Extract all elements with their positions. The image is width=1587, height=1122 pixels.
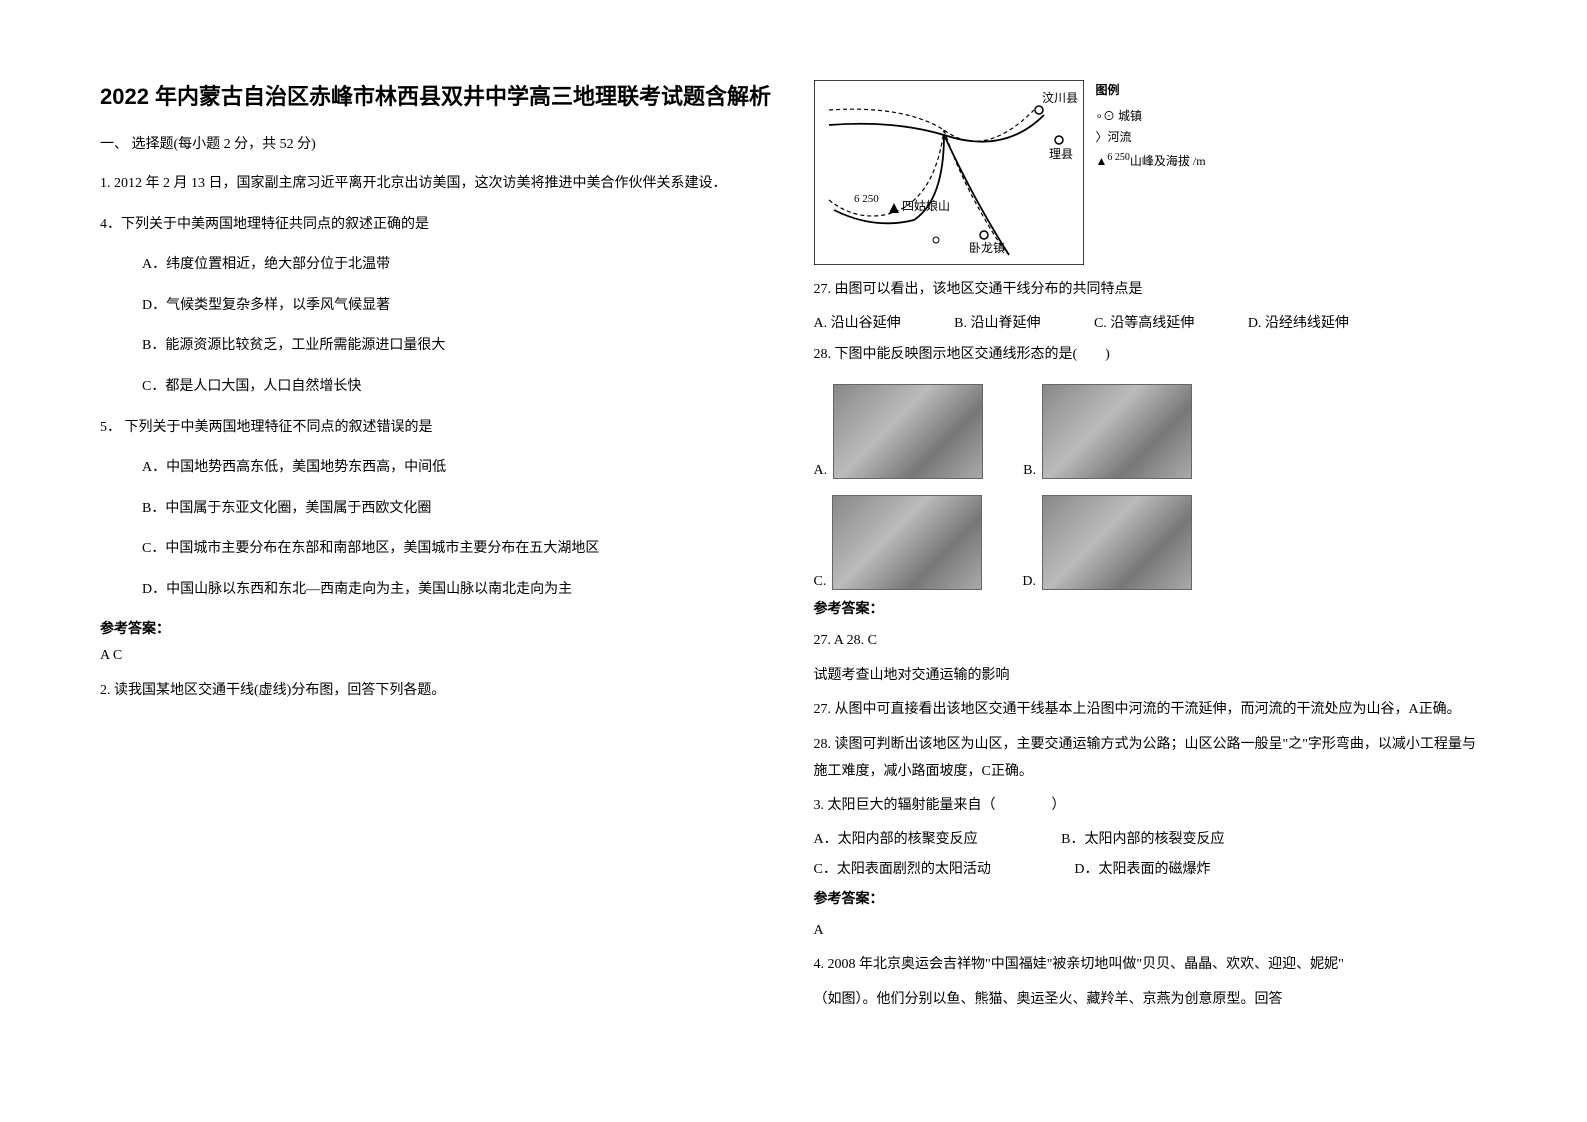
img-cell-c: C. (814, 495, 983, 590)
q3-options-ab: A．太阳内部的核聚变反应 B．太阳内部的核裂变反应 (814, 828, 1488, 848)
q5-option-b: B．中国属于东亚文化圈，美国属于西欧文化圈 (142, 496, 774, 523)
q28-stem: 28. 下图中能反映图示地区交通线形态的是( ) (814, 342, 1488, 369)
img-cell-a: A. (814, 384, 984, 479)
answer-3: A (814, 918, 1488, 945)
legend-town: ∘⊙ 城镇 (1096, 106, 1206, 128)
img-label-c: C. (814, 574, 827, 590)
answer-label-45: 参考答案： (100, 618, 774, 638)
answer-2728: 27. A 28. C (814, 628, 1488, 655)
map-svg: 汶川县 理县 6 250 四姑娘山 卧龙镇 (814, 80, 1084, 265)
q4b-intro1: 4. 2008 年北京奥运会吉祥物"中国福娃"被亲切地叫做"贝贝、晶晶、欢欢、迎… (814, 952, 1488, 979)
document-title: 2022 年内蒙古自治区赤峰市林西县双井中学高三地理联考试题含解析 (100, 80, 774, 113)
img-row-cd: C. D. (814, 495, 1488, 590)
q4-option-b: B．能源资源比较贫乏，工业所需能源进口量很大 (142, 333, 774, 360)
q3-options-cd: C．太阳表面剧烈的太阳活动 D．太阳表面的磁爆炸 (814, 858, 1488, 878)
legend-title: 图例 (1096, 80, 1206, 102)
img-label-a: A. (814, 463, 828, 479)
answer-label-2728: 参考答案： (814, 598, 1488, 618)
exp-intro: 试题考查山地对交通运输的影响 (814, 663, 1488, 690)
q5-option-c: C．中国城市主要分布在东部和南部地区，美国城市主要分布在五大湖地区 (142, 536, 774, 563)
section-a-header: 一、 选择题(每小题 2 分，共 52 分) (100, 133, 774, 153)
q27-a: A. 沿山谷延伸 (814, 312, 901, 332)
q5-option-d: D．中国山脉以东西和东北—西南走向为主，美国山脉以南北走向为主 (142, 577, 774, 604)
q3-c: C．太阳表面剧烈的太阳活动 (814, 858, 991, 878)
q27-c: C. 沿等高线延伸 (1094, 312, 1194, 332)
img-a (833, 384, 983, 479)
q27-stem: 27. 由图可以看出，该地区交通干线分布的共同特点是 (814, 277, 1488, 304)
map-label-siguniang: 四姑娘山 (902, 198, 950, 213)
q5-option-a: A．中国地势西高东低，美国地势东西高，中间低 (142, 455, 774, 482)
exp-27: 27. 从图中可直接看出该地区交通干线基本上沿图中河流的干流延伸，而河流的干流处… (814, 697, 1488, 724)
q2-intro: 2. 读我国某地区交通干线(虚线)分布图，回答下列各题。 (100, 678, 774, 705)
img-label-d: D. (1022, 574, 1036, 590)
q3-b: B．太阳内部的核裂变反应 (1061, 828, 1224, 848)
img-cell-b: B. (1023, 384, 1192, 479)
map-legend: 图例 ∘⊙ 城镇 〉河流 ▲6 250山峰及海拔 /m (1096, 80, 1206, 265)
map-label-wenxian: 汶川县 (1042, 90, 1078, 105)
img-label-b: B. (1023, 463, 1036, 479)
left-column: 2022 年内蒙古自治区赤峰市林西县双井中学高三地理联考试题含解析 一、 选择题… (100, 80, 774, 1082)
q27-b: B. 沿山脊延伸 (954, 312, 1040, 332)
q4-option-a: A．纬度位置相近，绝大部分位于北温带 (142, 252, 774, 279)
q5-stem: 5． 下列关于中美两国地理特征不同点的叙述错误的是 (100, 415, 774, 442)
map-label-wolong: 卧龙镇 (969, 241, 1005, 255)
q1-intro: 1. 2012 年 2 月 13 日，国家副主席习近平离开北京出访美国，这次访美… (100, 171, 774, 198)
q27-options: A. 沿山谷延伸 B. 沿山脊延伸 C. 沿等高线延伸 D. 沿经纬线延伸 (814, 312, 1488, 332)
q27-d: D. 沿经纬线延伸 (1248, 312, 1349, 332)
answer-label-3: 参考答案： (814, 888, 1488, 908)
img-row-ab: A. B. (814, 384, 1488, 479)
q4-option-c: C．都是人口大国，人口自然增长快 (142, 374, 774, 401)
q4-option-d: D．气候类型复杂多样，以季风气候显著 (142, 293, 774, 320)
q4-stem: 4．下列关于中美两国地理特征共同点的叙述正确的是 (100, 212, 774, 239)
right-column: 汶川县 理县 6 250 四姑娘山 卧龙镇 图例 ∘⊙ 城镇 〉河流 ▲6 25… (814, 80, 1488, 1082)
map-figure: 汶川县 理县 6 250 四姑娘山 卧龙镇 图例 ∘⊙ 城镇 〉河流 ▲6 25… (814, 80, 1488, 265)
legend-peak: ▲6 250山峰及海拔 /m (1096, 149, 1206, 173)
q3-stem: 3. 太阳巨大的辐射能量来自（ ） (814, 793, 1488, 820)
img-cell-d: D. (1022, 495, 1192, 590)
exp-28: 28. 读图可判断出该地区为山区，主要交通运输方式为公路；山区公路一般呈"之"字… (814, 732, 1488, 785)
img-c (832, 495, 982, 590)
map-label-lixian: 理县 (1049, 147, 1073, 161)
img-d (1042, 495, 1192, 590)
q4b-intro2: （如图）。他们分别以鱼、熊猫、奥运圣火、藏羚羊、京燕为创意原型。回答 (814, 987, 1488, 1014)
answer-45: A C (100, 648, 774, 664)
img-b (1042, 384, 1192, 479)
legend-river: 〉河流 (1096, 127, 1206, 149)
map-elev: 6 250 (854, 193, 879, 205)
q3-a: A．太阳内部的核聚变反应 (814, 828, 978, 848)
q3-d: D．太阳表面的磁爆炸 (1074, 858, 1210, 878)
